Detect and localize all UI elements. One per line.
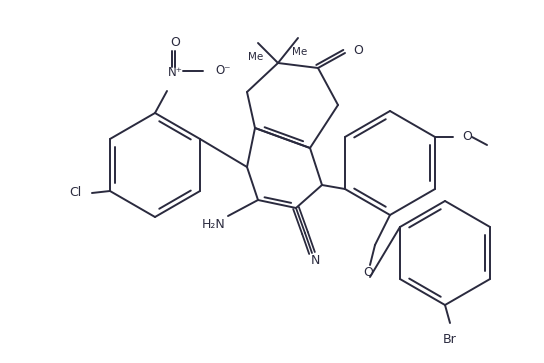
- Text: Me: Me: [249, 52, 264, 62]
- Text: Cl: Cl: [70, 187, 82, 200]
- Text: N: N: [310, 254, 320, 268]
- Text: N⁺: N⁺: [168, 66, 182, 79]
- Text: O: O: [353, 45, 363, 57]
- Text: O: O: [170, 36, 180, 49]
- Text: Me: Me: [292, 47, 307, 57]
- Text: O⁻: O⁻: [215, 65, 231, 77]
- Text: O: O: [363, 266, 373, 280]
- Text: Br: Br: [443, 333, 457, 346]
- Text: O: O: [462, 131, 472, 143]
- Text: H₂N: H₂N: [202, 219, 226, 232]
